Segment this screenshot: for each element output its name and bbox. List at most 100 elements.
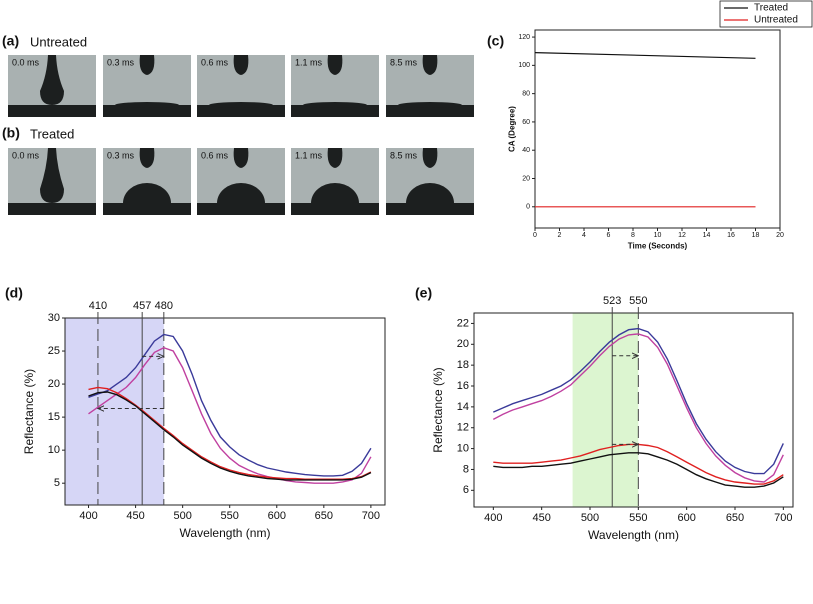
- substrate: [386, 105, 474, 117]
- legend-box: [719, 0, 813, 28]
- x-tick-label: 12: [678, 232, 686, 239]
- substrate: [103, 203, 191, 215]
- y-tick-label: 22: [457, 317, 469, 329]
- frame-time: 8.5 ms: [390, 57, 418, 67]
- substrate: [197, 203, 285, 215]
- droplet: [422, 55, 438, 75]
- droplet: [139, 148, 155, 168]
- series-line: [492, 333, 784, 483]
- x-tick-label: 550: [221, 510, 239, 522]
- spread-film: [115, 102, 179, 108]
- x-tick-label: 450: [532, 512, 550, 524]
- substrate: [197, 105, 285, 117]
- plot-frame: [534, 29, 781, 229]
- droplet: [422, 148, 438, 168]
- x-tick-label: 0: [533, 232, 537, 239]
- marker-label: 550: [629, 295, 647, 307]
- droplet: [40, 55, 64, 105]
- droplet: [40, 148, 64, 203]
- x-tick-label: 600: [677, 512, 695, 524]
- panel-label: (a): [2, 33, 19, 49]
- spread-film: [209, 102, 273, 108]
- x-tick-label: 400: [79, 510, 97, 522]
- x-tick-label: 400: [484, 512, 502, 524]
- droplet: [327, 148, 343, 168]
- sessile-drop: [311, 183, 359, 203]
- x-tick-label: 20: [776, 232, 784, 239]
- series-line: [88, 391, 372, 481]
- y-tick-label: 14: [457, 401, 469, 413]
- frame-time: 0.3 ms: [107, 150, 135, 160]
- frame-time: 8.5 ms: [390, 150, 418, 160]
- x-tick-label: 16: [727, 232, 735, 239]
- y-tick-label: 20: [522, 175, 530, 182]
- series-line: [88, 346, 372, 484]
- y-tick-label: 0: [526, 204, 530, 211]
- marker-label: 410: [89, 300, 107, 312]
- y-axis-label: Reflectance (%): [431, 367, 445, 452]
- y-tick-label: 12: [457, 422, 469, 434]
- series-line: [88, 333, 372, 477]
- droplet: [139, 55, 155, 75]
- x-tick-label: 2: [558, 232, 562, 239]
- y-tick-label: 18: [457, 359, 469, 371]
- substrate: [8, 105, 96, 117]
- series-line: [534, 52, 756, 59]
- x-axis-label: Time (Seconds): [628, 241, 688, 250]
- y-tick-label: 25: [48, 345, 60, 357]
- y-tick-label: 8: [463, 463, 469, 475]
- panel-label: (d): [5, 285, 23, 301]
- substrate: [291, 203, 379, 215]
- substrate: [103, 105, 191, 117]
- highlight-span: [65, 318, 164, 505]
- panel-label: (e): [415, 285, 432, 301]
- marker-label: 523: [603, 295, 621, 307]
- marker-label: 480: [155, 300, 173, 312]
- x-tick-label: 450: [126, 510, 144, 522]
- frame-time: 0.6 ms: [201, 57, 229, 67]
- droplet: [233, 55, 249, 75]
- x-tick-label: 650: [726, 512, 744, 524]
- marker-label: 457: [133, 300, 151, 312]
- frame-time: 0.0 ms: [12, 150, 40, 160]
- y-tick-label: 16: [457, 380, 469, 392]
- frame-time: 1.1 ms: [295, 150, 323, 160]
- x-tick-label: 600: [268, 510, 286, 522]
- x-tick-label: 14: [703, 232, 711, 239]
- x-tick-label: 8: [631, 232, 635, 239]
- y-tick-label: 15: [48, 411, 60, 423]
- substrate: [291, 105, 379, 117]
- x-axis-label: Wavelength (nm): [180, 526, 271, 540]
- x-axis-label: Wavelength (nm): [588, 528, 679, 542]
- panel-label: (b): [2, 125, 20, 141]
- substrate: [8, 203, 96, 215]
- panel-label: (c): [487, 33, 504, 49]
- x-tick-label: 6: [607, 232, 611, 239]
- y-tick-label: 10: [48, 444, 60, 456]
- x-tick-label: 700: [362, 510, 380, 522]
- series-line: [493, 327, 784, 475]
- spread-film: [303, 102, 367, 108]
- frame-time: 1.1 ms: [295, 57, 323, 67]
- droplet: [327, 55, 343, 75]
- frame-time: 0.6 ms: [201, 150, 229, 160]
- sessile-drop: [406, 183, 454, 203]
- plot-frame: [473, 312, 794, 508]
- plot-frame: [64, 317, 386, 506]
- x-tick-label: 500: [581, 512, 599, 524]
- legend-label: Untreated: [754, 15, 798, 26]
- y-tick-label: 6: [463, 484, 469, 496]
- x-tick-label: 700: [774, 512, 792, 524]
- y-tick-label: 100: [518, 62, 530, 69]
- sessile-drop: [123, 183, 171, 203]
- legend-label: Treated: [754, 3, 788, 14]
- highlight-span: [572, 313, 639, 507]
- y-axis-label: Reflectance (%): [22, 369, 36, 454]
- y-axis-label: CA (Degree): [508, 106, 517, 152]
- y-tick-label: 60: [522, 119, 530, 126]
- y-tick-label: 10: [457, 442, 469, 454]
- sessile-drop: [217, 183, 265, 203]
- x-tick-label: 18: [752, 232, 760, 239]
- x-tick-label: 10: [654, 232, 662, 239]
